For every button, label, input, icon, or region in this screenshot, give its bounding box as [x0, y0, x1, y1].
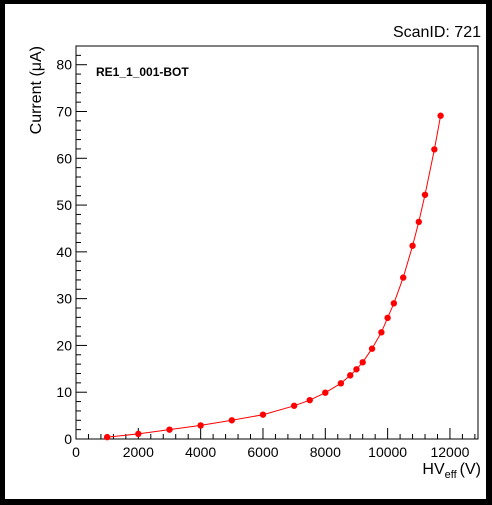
x-tick-label: 4000: [185, 444, 216, 460]
x-axis-label-unit: (V): [460, 461, 481, 478]
data-point: [228, 417, 236, 424]
data-points: [103, 112, 444, 441]
x-tick-label: 12000: [430, 444, 469, 460]
data-point: [259, 411, 267, 418]
data-point: [290, 402, 298, 409]
data-point: [103, 433, 111, 441]
y-tick-label: 20: [56, 337, 72, 353]
x-axis-label-main: HV: [422, 461, 445, 478]
data-point: [135, 430, 142, 438]
y-axis-label: Current (μA): [28, 46, 45, 134]
y-tick-label: 70: [56, 104, 72, 120]
data-point: [353, 366, 360, 373]
data-point: [409, 242, 416, 249]
data-point: [337, 380, 345, 387]
y-tick-label: 50: [56, 197, 72, 213]
y-tick-label: 10: [56, 384, 72, 400]
data-point: [306, 396, 313, 404]
x-tick-label: 6000: [247, 444, 278, 460]
y-axis: 0 10 20 30 40 50 60 70 80: [56, 45, 87, 447]
data-point: [197, 422, 204, 429]
chart-svg: ScanID: 721 RE1_1_001-BOT 0 10 20 30 40 50 60 7…: [28, 24, 481, 481]
y-tick-label: 30: [56, 291, 72, 307]
data-point: [400, 274, 407, 281]
data-point: [437, 112, 444, 119]
data-point: [384, 314, 391, 322]
chart-canvas: ScanID: 721 RE1_1_001-BOT 0 10 20 30 40 50 60 7…: [5, 4, 486, 499]
data-point: [347, 372, 354, 379]
x-axis: 0 2000 4000 6000 8000 10000 12000: [72, 428, 476, 460]
series-line: [107, 115, 442, 438]
data-point: [378, 329, 385, 336]
y-tick-label: 80: [56, 57, 72, 73]
data-point: [415, 218, 422, 226]
y-tick-label: 60: [56, 150, 72, 166]
x-tick-label: 0: [72, 444, 80, 460]
y-tick-label: 40: [56, 244, 72, 260]
chart-title: RE1_1_001-BOT: [96, 65, 189, 79]
data-point: [166, 426, 173, 433]
x-tick-label: 2000: [123, 444, 154, 460]
x-axis-label-sub: eff: [445, 469, 458, 481]
scan-id-label: ScanID: 721: [393, 24, 481, 41]
y-tick-label: 0: [64, 431, 72, 447]
plot-frame: [75, 45, 479, 440]
x-tick-label: 10000: [368, 444, 407, 460]
data-point: [368, 345, 376, 352]
x-tick-label: 8000: [310, 444, 341, 460]
x-axis-label: HVeff (V): [422, 461, 481, 481]
data-point: [359, 359, 366, 366]
data-point: [421, 191, 429, 198]
data-point: [431, 146, 438, 153]
data-point: [390, 300, 398, 307]
data-point: [322, 389, 329, 396]
